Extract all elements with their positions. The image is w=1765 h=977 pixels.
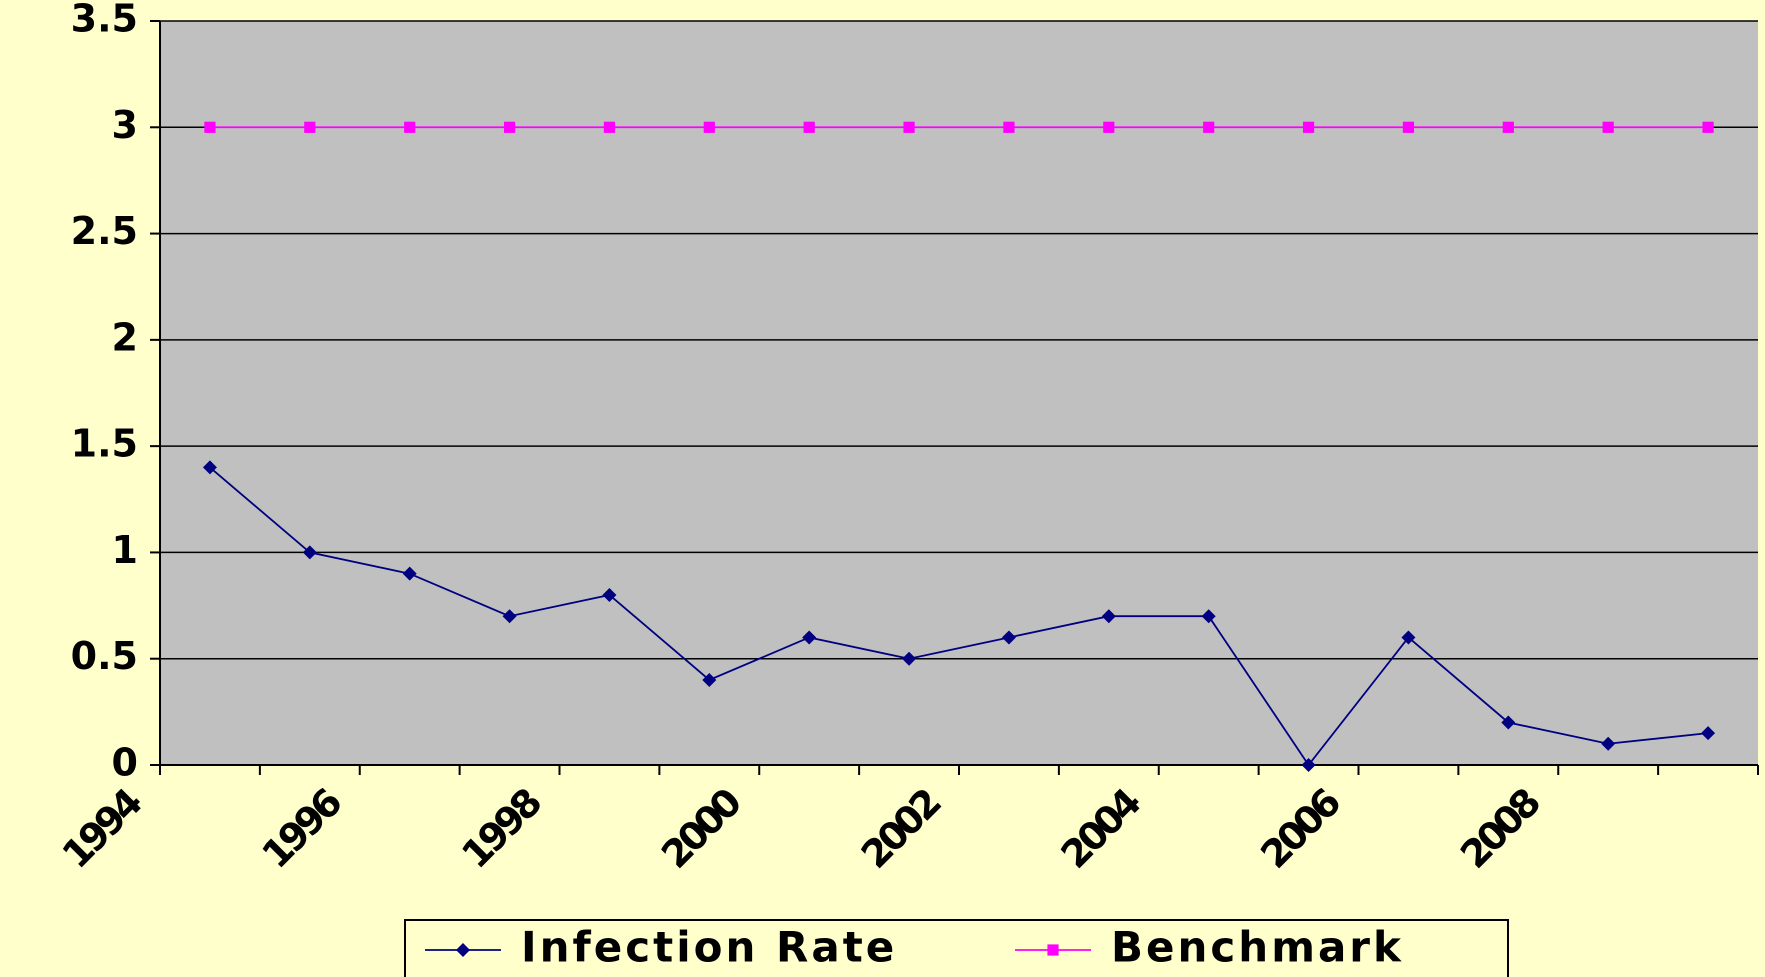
y-tick-label: 0: [112, 741, 138, 785]
data-point: [503, 121, 516, 133]
data-point: [1701, 726, 1716, 741]
legend-label: Infection Rate: [521, 923, 897, 972]
data-point: [903, 121, 915, 133]
data-point: [1003, 121, 1015, 133]
data-point: [502, 609, 517, 624]
x-tick-label: 2002: [853, 781, 949, 877]
data-point: [802, 630, 817, 645]
x-tick-label: 1998: [453, 780, 549, 876]
data-point: [202, 460, 217, 475]
data-point: [1201, 609, 1216, 624]
y-tick-label: 3: [112, 103, 138, 147]
data-point: [1602, 121, 1614, 133]
x-tick-label: 1994: [54, 780, 150, 876]
data-point: [1103, 121, 1115, 133]
data-point: [803, 121, 815, 133]
data-point: [456, 943, 470, 957]
legend-label: Benchmark: [1111, 923, 1404, 972]
y-tick-label: 1.5: [71, 422, 138, 466]
data-point: [902, 651, 917, 666]
legend-box: [404, 919, 1509, 977]
x-tick-label: 2004: [1053, 780, 1149, 876]
data-point: [204, 121, 216, 133]
data-point: [603, 121, 616, 133]
x-tick-label: 1996: [254, 780, 350, 876]
x-tick-label: 2000: [653, 780, 749, 876]
data-point: [1101, 609, 1116, 624]
data-point: [602, 587, 617, 602]
x-tick-label: 2006: [1252, 780, 1348, 876]
data-point: [1601, 736, 1616, 751]
data-point: [1301, 758, 1316, 772]
series-line: [209, 466, 1709, 767]
y-tick-label: 0.5: [71, 634, 138, 678]
y-tick-label: 2: [112, 315, 138, 359]
data-point: [702, 672, 717, 687]
data-point: [302, 545, 317, 560]
data-point: [1402, 121, 1415, 133]
legend: Infection Rate Benchmark: [425, 923, 1404, 972]
x-tick-label: 2008: [1452, 780, 1548, 876]
data-point: [1502, 121, 1514, 133]
data-point: [1401, 630, 1416, 645]
data-point: [1302, 121, 1315, 133]
data-point: [1047, 944, 1059, 956]
y-tick-label: 1: [112, 528, 138, 572]
series-marks: [202, 121, 1716, 772]
data-point: [404, 121, 416, 133]
data-point: [1001, 630, 1016, 645]
data-point: [1501, 715, 1516, 730]
data-point: [402, 566, 417, 581]
data-point: [703, 121, 715, 133]
y-tick-label: 3.5: [71, 0, 138, 41]
data-point: [304, 121, 316, 133]
data-point: [1203, 121, 1215, 133]
data-point: [1702, 121, 1714, 133]
y-tick-label: 2.5: [71, 209, 138, 253]
plot-area: [160, 21, 1758, 765]
